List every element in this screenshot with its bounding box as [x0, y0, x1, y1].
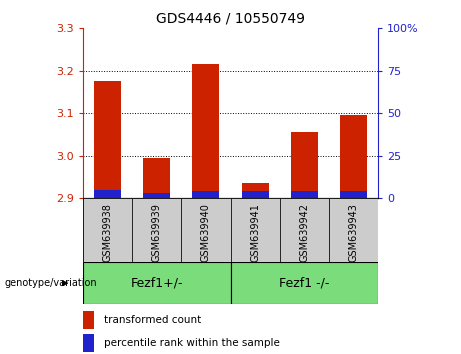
Bar [340, 115, 367, 198]
Bar [181, 198, 230, 262]
Bar [83, 198, 132, 262]
Bar [143, 158, 170, 198]
Bar [242, 192, 269, 198]
Text: GSM639940: GSM639940 [201, 203, 211, 262]
Bar [94, 81, 121, 198]
Text: genotype/variation: genotype/variation [5, 278, 97, 288]
Bar [83, 262, 230, 304]
Text: GSM639942: GSM639942 [299, 203, 309, 262]
Text: GSM639938: GSM639938 [102, 203, 112, 262]
Bar [230, 262, 378, 304]
Bar [83, 334, 94, 352]
Text: Fezf1+/-: Fezf1+/- [130, 277, 183, 290]
Bar [280, 198, 329, 262]
Bar [230, 198, 280, 262]
Bar [340, 192, 367, 198]
Bar [192, 64, 219, 198]
Bar [291, 132, 318, 198]
Text: Fezf1 -/-: Fezf1 -/- [279, 277, 330, 290]
Bar [291, 192, 318, 198]
Text: GSM639939: GSM639939 [152, 203, 162, 262]
Title: GDS4446 / 10550749: GDS4446 / 10550749 [156, 12, 305, 26]
Text: percentile rank within the sample: percentile rank within the sample [104, 338, 279, 348]
Bar [83, 311, 94, 329]
Bar [94, 190, 121, 198]
Text: GSM639941: GSM639941 [250, 203, 260, 262]
Bar [132, 198, 181, 262]
Text: GSM639943: GSM639943 [349, 203, 359, 262]
Text: transformed count: transformed count [104, 315, 201, 325]
Bar [192, 192, 219, 198]
Bar [242, 183, 269, 198]
Bar [143, 193, 170, 198]
Bar [329, 198, 378, 262]
